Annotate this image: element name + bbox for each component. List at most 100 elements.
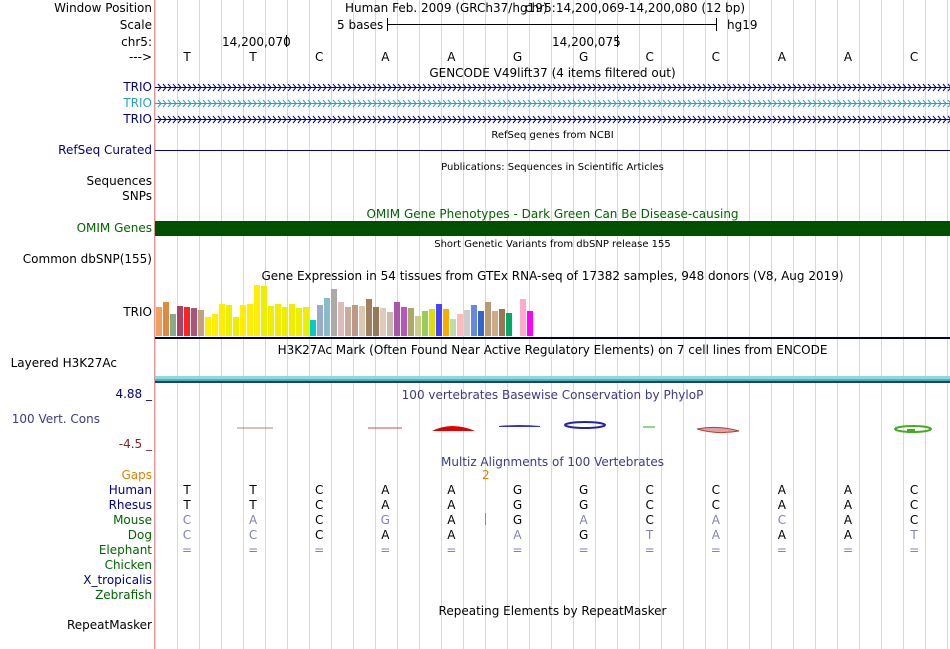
gtex-tissue-bar[interactable]: [338, 302, 344, 336]
omim-title[interactable]: OMIM Gene Phenotypes - Dark Green Can Be…: [366, 207, 739, 221]
gtex-tissue-bar[interactable]: [492, 311, 498, 336]
label-zebrafish[interactable]: Zebrafish: [95, 588, 152, 602]
gtex-tissue-bar[interactable]: [478, 311, 484, 336]
gtex-tissue-bar[interactable]: [429, 309, 435, 336]
gtex-tissue-bar[interactable]: [359, 306, 365, 336]
gtex-tissue-bar[interactable]: [212, 314, 218, 336]
gtex-tissue-bar[interactable]: [268, 306, 274, 336]
refseq-line[interactable]: [155, 150, 950, 151]
gtex-tissue-bar[interactable]: [282, 307, 288, 336]
gtex-tissue-bar[interactable]: [233, 317, 239, 336]
gencode-transcript-2[interactable]: [155, 96, 950, 111]
label-sequences[interactable]: Sequences: [86, 174, 152, 188]
label-gaps[interactable]: Gaps: [121, 468, 152, 482]
gtex-tissue-bar[interactable]: [520, 299, 526, 336]
gtex-tissue-bar[interactable]: [247, 304, 253, 336]
gtex-tissue-bar[interactable]: [408, 308, 414, 336]
gtex-tissue-bar[interactable]: [373, 307, 379, 336]
label-chicken[interactable]: Chicken: [104, 558, 152, 572]
multiz-title[interactable]: Multiz Alignments of 100 Vertebrates: [440, 455, 665, 469]
label-elephant[interactable]: Elephant: [98, 543, 152, 557]
gtex-tissue-bar[interactable]: [450, 319, 456, 336]
gtex-tissue-bar[interactable]: [485, 302, 491, 336]
gtex-tissue-bar[interactable]: [443, 309, 449, 336]
gtex-tissue-bar[interactable]: [387, 312, 393, 336]
dbsnp-title[interactable]: Short Genetic Variants from dbSNP releas…: [434, 239, 671, 250]
gtex-tissue-bar[interactable]: [366, 299, 372, 336]
gtex-tissue-bar[interactable]: [324, 298, 330, 336]
human-base: T: [183, 483, 191, 497]
gtex-tissue-bar[interactable]: [415, 316, 421, 336]
h3k27ac-signal-top[interactable]: [155, 376, 950, 379]
label-repeatmasker[interactable]: RepeatMasker: [66, 618, 152, 632]
gtex-tissue-bar[interactable]: [527, 311, 533, 336]
gtex-tissue-bar[interactable]: [310, 320, 316, 336]
gtex-tissue-bar[interactable]: [506, 313, 512, 336]
gtex-bar-chart[interactable]: [156, 284, 536, 336]
gtex-tissue-bar[interactable]: [163, 302, 169, 336]
gtex-tissue-bar[interactable]: [345, 307, 351, 336]
gtex-tissue-bar[interactable]: [296, 308, 302, 336]
gtex-tissue-bar[interactable]: [177, 306, 183, 336]
label-refseq[interactable]: RefSeq Curated: [58, 143, 152, 157]
mouse-insertion-mark[interactable]: [485, 513, 486, 525]
label-xtropicalis[interactable]: X_tropicalis: [83, 573, 152, 587]
label-human[interactable]: Human: [108, 483, 152, 497]
ref-base: A: [843, 50, 853, 64]
gtex-tissue-bar[interactable]: [331, 289, 337, 336]
label-rhesus[interactable]: Rhesus: [108, 498, 152, 512]
label-trio-1[interactable]: TRIO: [123, 80, 152, 94]
gencode-title[interactable]: GENCODE V49lift37 (4 items filtered out): [429, 66, 676, 80]
gtex-tissue-bar[interactable]: [317, 305, 323, 336]
gtex-tissue-bar[interactable]: [219, 304, 225, 336]
gtex-tissue-bar[interactable]: [352, 305, 358, 336]
gap-count[interactable]: 2: [482, 468, 490, 482]
label-trio-2[interactable]: TRIO: [123, 96, 152, 110]
phylop-signal[interactable]: [155, 415, 950, 440]
gtex-tissue-bar[interactable]: [394, 302, 400, 336]
gtex-tissue-bar[interactable]: [289, 304, 295, 336]
publications-title[interactable]: Publications: Sequences in Scientific Ar…: [441, 162, 664, 173]
label-snps[interactable]: SNPs: [122, 189, 152, 203]
gtex-tissue-bar[interactable]: [513, 305, 519, 336]
gencode-transcript-3[interactable]: [155, 112, 950, 127]
gtex-tissue-bar[interactable]: [205, 317, 211, 336]
gtex-tissue-bar[interactable]: [464, 310, 470, 336]
gtex-tissue-bar[interactable]: [457, 314, 463, 336]
label-dbsnp[interactable]: Common dbSNP(155): [22, 252, 152, 266]
gtex-title[interactable]: Gene Expression in 54 tissues from GTEx …: [261, 269, 844, 283]
repeatmasker-title[interactable]: Repeating Elements by RepeatMasker: [438, 604, 667, 618]
label-omim[interactable]: OMIM Genes: [76, 221, 152, 235]
label-cons[interactable]: 100 Vert. Cons: [11, 412, 100, 426]
gencode-transcript-1[interactable]: [155, 80, 950, 95]
gtex-tissue-bar[interactable]: [191, 308, 197, 336]
gtex-tissue-bar[interactable]: [436, 304, 442, 336]
label-h3k27ac[interactable]: Layered H3K27Ac: [10, 356, 117, 370]
gtex-tissue-bar[interactable]: [471, 305, 477, 336]
label-trio-3[interactable]: TRIO: [123, 112, 152, 126]
gtex-tissue-bar[interactable]: [198, 310, 204, 336]
h3k27ac-title[interactable]: H3K27Ac Mark (Often Found Near Active Re…: [277, 343, 828, 357]
gtex-tissue-bar[interactable]: [380, 308, 386, 336]
gtex-tissue-bar[interactable]: [254, 285, 260, 336]
gtex-tissue-bar[interactable]: [303, 307, 309, 336]
gtex-tissue-bar[interactable]: [275, 304, 281, 336]
gtex-tissue-bar[interactable]: [499, 309, 505, 336]
gtex-tissue-bar[interactable]: [401, 307, 407, 336]
phylop-title[interactable]: 100 vertebrates Basewise Conservation by…: [401, 388, 704, 402]
label-dog[interactable]: Dog: [127, 528, 152, 542]
human-base: A: [381, 483, 390, 497]
track-area[interactable]: Human Feb. 2009 (GRCh37/hg19) chr5:14,20…: [155, 0, 950, 649]
omim-gene-bar[interactable]: [155, 221, 950, 236]
gtex-tissue-bar[interactable]: [156, 307, 162, 336]
gtex-tissue-bar[interactable]: [226, 305, 232, 336]
gtex-tissue-bar[interactable]: [240, 305, 246, 336]
refseq-title[interactable]: RefSeq genes from NCBI: [491, 130, 614, 141]
gtex-tissue-bar[interactable]: [184, 307, 190, 336]
gtex-tissue-bar[interactable]: [422, 311, 428, 336]
gtex-tissue-bar[interactable]: [170, 314, 176, 336]
ref-base: C: [909, 50, 919, 64]
gtex-tissue-bar[interactable]: [261, 286, 267, 336]
label-mouse[interactable]: Mouse: [113, 513, 152, 527]
label-gtex[interactable]: TRIO: [123, 305, 152, 319]
